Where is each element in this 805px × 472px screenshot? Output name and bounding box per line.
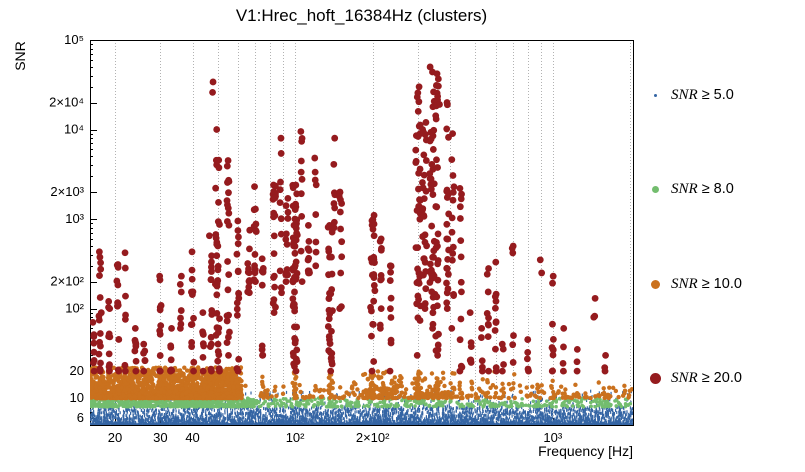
legend-marker-icon [649, 372, 661, 384]
chart-title: V1:Hrec_hoft_16384Hz (clusters) [235, 6, 488, 25]
legend-label: SNR ≥ 20.0 [671, 369, 742, 386]
legend-label: SNR ≥ 8.0 [671, 180, 734, 197]
y-axis-title: SNR [12, 41, 28, 71]
legend-item: SNR ≥ 5.0 [648, 83, 734, 107]
legend-item: SNR ≥ 20.0 [648, 366, 742, 390]
legend-label: SNR ≥ 10.0 [671, 275, 742, 292]
legend-item: SNR ≥ 8.0 [648, 177, 734, 201]
legend: SNR ≥ 5.0 SNR ≥ 8.0 SNR ≥ 10.0 SNR ≥ 20.0 [648, 0, 805, 472]
legend-marker-icon [653, 93, 657, 97]
legend-label: SNR ≥ 5.0 [671, 86, 734, 103]
legend-marker-icon [651, 185, 659, 193]
x-axis-title: Frequency [Hz] [538, 443, 633, 459]
legend-marker-icon [650, 279, 660, 289]
legend-item: SNR ≥ 10.0 [648, 272, 742, 296]
